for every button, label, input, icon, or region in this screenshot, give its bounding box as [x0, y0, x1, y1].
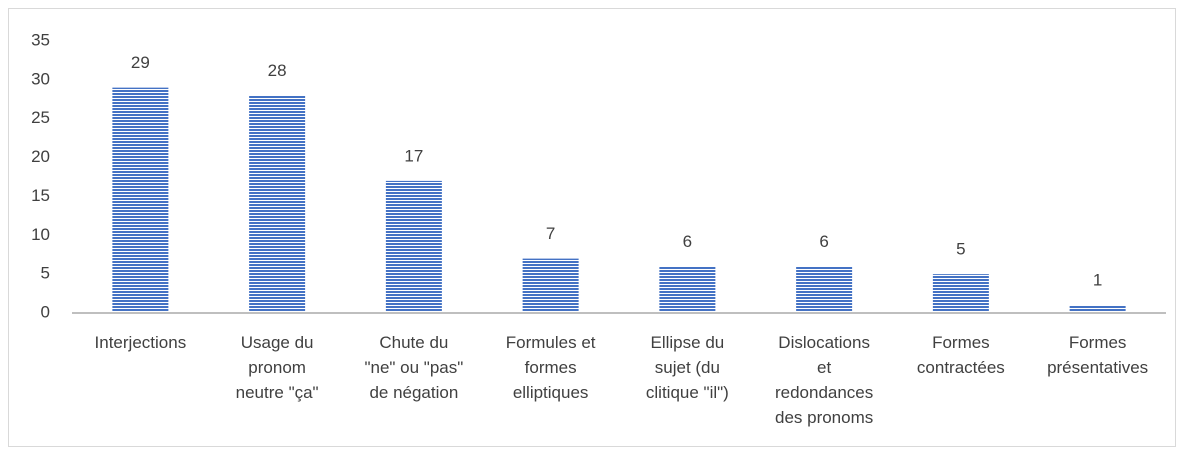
value-label: 7: [546, 224, 555, 243]
x-tick-label: Dislocations et redondances des pronoms: [774, 333, 874, 427]
y-tick-label: 25: [31, 108, 50, 127]
y-tick-label: 0: [41, 302, 50, 321]
bar: [932, 274, 989, 313]
bar: [659, 266, 716, 313]
y-tick-label: 30: [31, 69, 50, 88]
value-label: 29: [131, 53, 150, 72]
bar: [249, 95, 306, 314]
bar: [522, 258, 579, 313]
value-label: 6: [819, 232, 828, 251]
chart-border: [8, 8, 1176, 447]
x-tick-label: Chute du "ne" ou "pas" de négation: [364, 333, 464, 402]
x-tick-label: Usage du pronom neutre "ça": [235, 333, 319, 402]
bar: [385, 180, 442, 313]
y-tick-label: 20: [31, 147, 50, 166]
value-label: 1: [1093, 271, 1102, 290]
value-label: 5: [956, 240, 965, 259]
x-tick-label: Formes présentatives: [1047, 333, 1149, 377]
x-tick-label: Formes contractées: [916, 333, 1005, 377]
bar: [796, 266, 853, 313]
y-tick-label: 15: [31, 186, 50, 205]
y-tick-label: 5: [41, 264, 50, 283]
x-tick-label: Interjections: [94, 333, 187, 352]
value-label: 6: [683, 232, 692, 251]
x-tick-label: Ellipse du sujet (du clitique "il"): [645, 333, 729, 402]
bar: [112, 87, 169, 313]
y-tick-label: 10: [31, 225, 50, 244]
y-tick-label: 35: [31, 30, 50, 49]
bar: [1069, 305, 1126, 313]
value-label: 28: [268, 61, 287, 80]
value-label: 17: [404, 146, 423, 165]
x-tick-label: Formules et formes elliptiques: [505, 333, 596, 402]
